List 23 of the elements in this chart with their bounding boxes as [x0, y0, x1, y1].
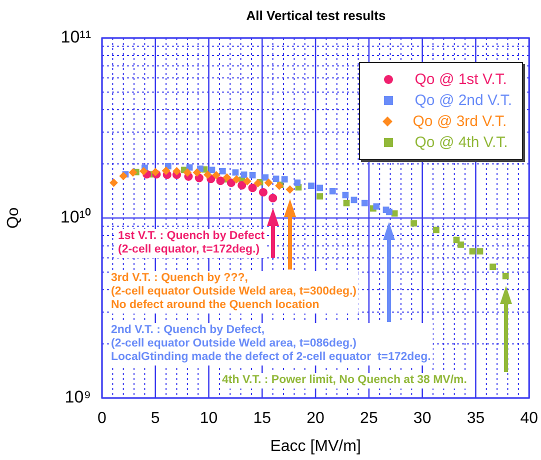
x-tick-label: 30: [413, 410, 432, 428]
legend-label: Qo @ 4th V.T.: [414, 133, 508, 153]
annotation: 2nd V.T. : Quench by Defect, (2-cell equator Outside Weld area, t=086deg.) LocalGtinding made the defect of 2-cell equator t=172deg.: [111, 324, 431, 363]
legend-label: Qo @ 2nd V.T.: [414, 91, 512, 111]
x-tick-label: 5: [150, 410, 160, 428]
annotation: 3rd V.T. : Quench by ???, (2-cell equator Outside Weld area, t=300deg.) No defect around the Quench location: [111, 272, 357, 311]
chart-title: All Vertical test results: [245, 8, 387, 23]
y-axis-title: Qo: [5, 207, 22, 229]
y-tick-label: 10⁹: [64, 388, 91, 407]
legend-label: Qo @ 1st V.T.: [414, 70, 507, 90]
x-tick-label: 25: [360, 410, 378, 428]
annotation: 4th V.T. : Power limit, No Quench at 38 MV/m.: [222, 374, 467, 386]
y-tick-label: 10¹⁰: [60, 208, 91, 227]
annotation: 1st V.T. : Quench by Defect (2-cell equator, t=172deg.): [118, 230, 265, 256]
x-tick-label: 10: [200, 410, 218, 428]
x-tick-label: 20: [306, 410, 325, 428]
x-tick-label: 15: [253, 410, 272, 428]
x-tick-label: 0: [98, 410, 107, 428]
x-tick-label: 35: [466, 410, 485, 428]
y-tick-label: 10¹¹: [60, 28, 92, 47]
legend-label: Qo @ 3rd V.T.: [412, 112, 507, 132]
x-axis-title: Eacc [MV/m]: [270, 438, 361, 455]
x-tick-label: 40: [520, 410, 538, 428]
